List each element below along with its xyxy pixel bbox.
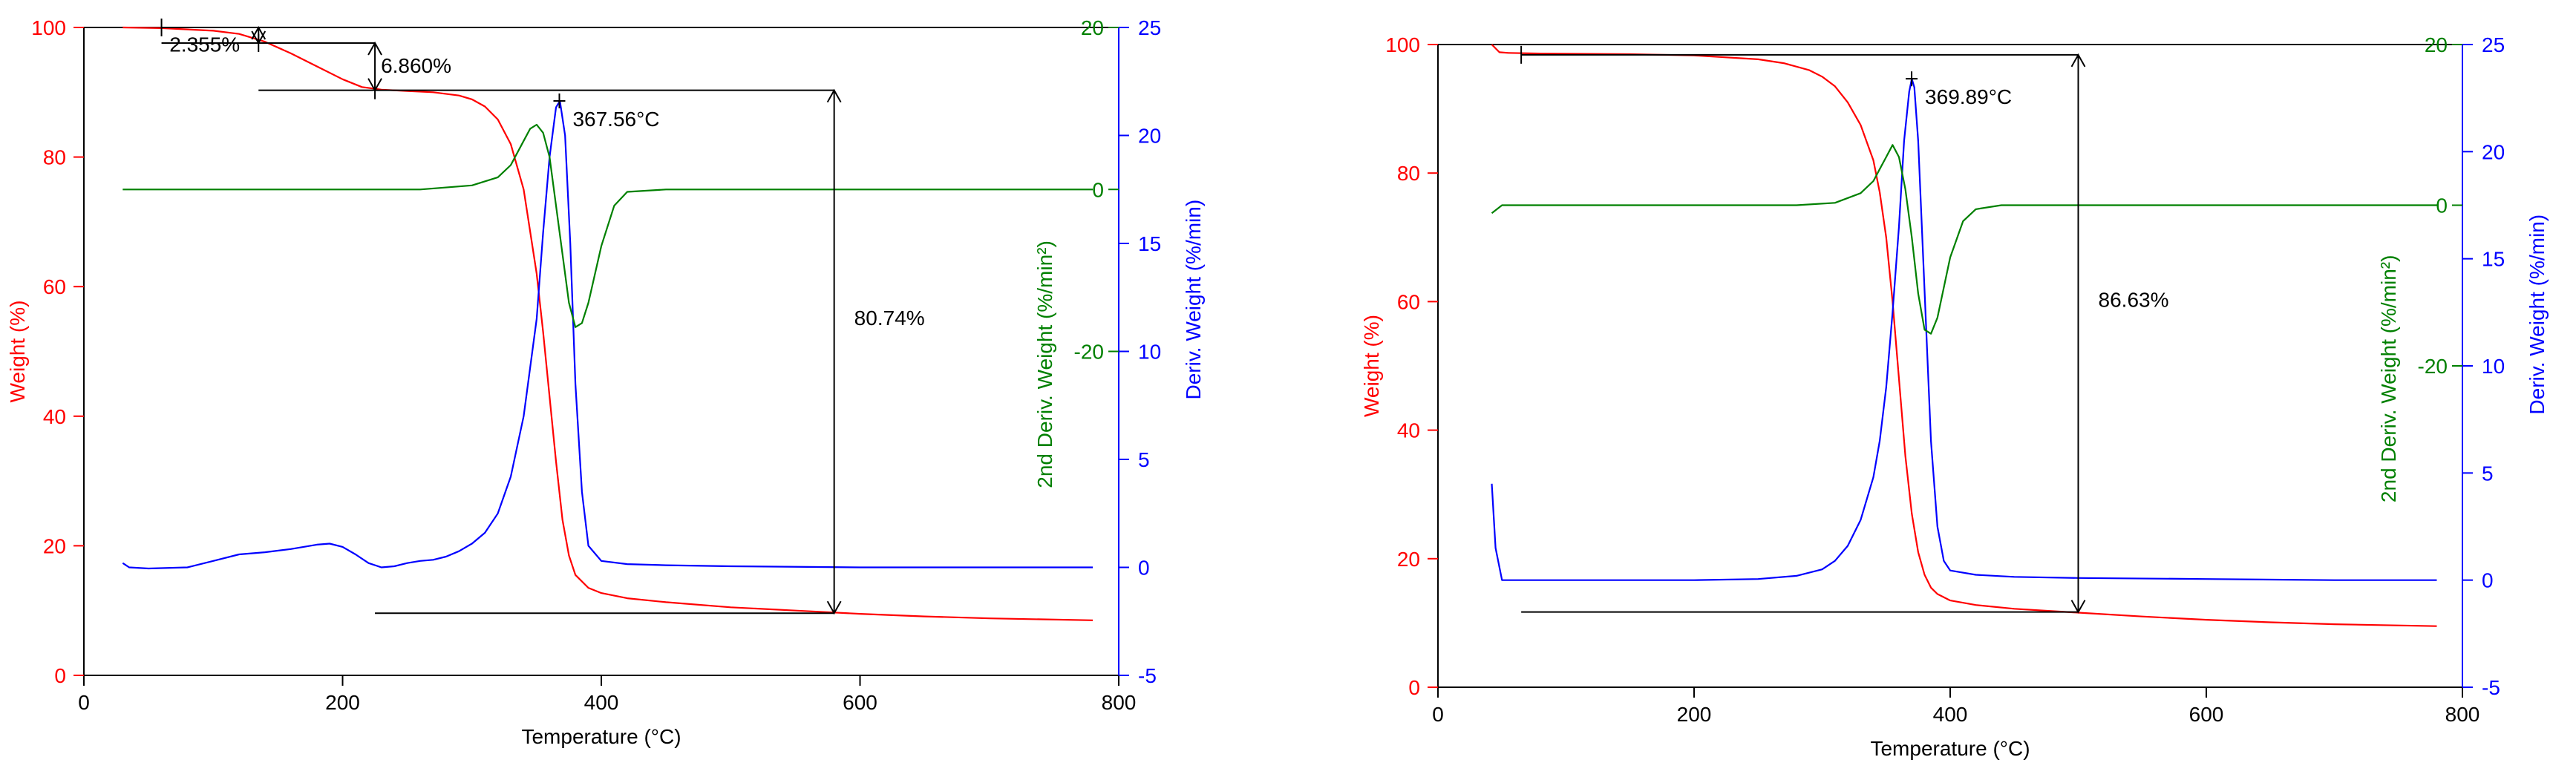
deriv-tick-label: 0	[2482, 569, 2494, 592]
deriv-tick-label: -5	[2482, 676, 2500, 699]
weight-tick-label: 0	[1408, 676, 1420, 699]
step-arrowhead-top	[826, 88, 842, 103]
weight-tick-label: 100	[1385, 33, 1420, 56]
step-label: 6.860%	[381, 54, 451, 77]
step-arrowhead-bottom	[2070, 600, 2086, 614]
weight-tick-label: 80	[1397, 162, 1420, 185]
step-arrowhead-bottom	[826, 600, 842, 615]
deriv-tick-label: 15	[1138, 232, 1161, 255]
peak-label: 367.56°C	[572, 108, 659, 131]
peak-label: 369.89°C	[1925, 85, 2012, 108]
weight-tick-label: 40	[1397, 419, 1420, 442]
step-label: 80.74%	[854, 307, 925, 330]
deriv2-tick-label: -20	[1074, 341, 1104, 364]
deriv-tick-label: 25	[1138, 16, 1161, 39]
deriv-tick-label: 20	[2482, 140, 2505, 163]
deriv2-tick-label: 0	[2436, 194, 2448, 217]
x-tick-label: 400	[1933, 703, 1968, 726]
deriv-tick-label: 25	[2482, 33, 2505, 56]
deriv2-series-line	[122, 123, 1094, 328]
x-axis-title: Temperature (°C)	[521, 725, 681, 748]
deriv-axis-title: Deriv. Weight (%/min)	[2526, 214, 2549, 415]
deriv-tick-label: -5	[1138, 664, 1157, 687]
deriv-tick-label: 10	[2482, 355, 2505, 378]
weight-tick-label: 20	[1397, 548, 1420, 571]
weight-axis-title: Weight (%)	[6, 301, 29, 403]
deriv2-axis-title: 2nd Deriv. Weight (%/min²)	[2377, 255, 2400, 503]
deriv2-tick-label: -20	[2418, 355, 2448, 378]
weight-tick-label: 40	[43, 405, 66, 428]
deriv-tick-label: 15	[2482, 248, 2505, 271]
x-tick-label: 600	[843, 691, 877, 714]
deriv-tick-label: 10	[1138, 341, 1161, 364]
deriv-tick-label: 0	[1138, 557, 1150, 580]
x-tick-label: 800	[1102, 691, 1137, 714]
x-tick-label: 800	[2445, 703, 2480, 726]
deriv-tick-label: 5	[2482, 462, 2494, 485]
deriv-tick-label: 20	[1138, 125, 1161, 148]
weight-axis-title: Weight (%)	[1360, 315, 1383, 417]
weight-tick-label: 60	[1397, 290, 1420, 313]
weight-series-line	[1491, 44, 2437, 627]
deriv2-tick-label: 20	[1081, 16, 1104, 39]
step-label: 2.355%	[169, 33, 240, 56]
deriv-tick-label: 5	[1138, 448, 1150, 471]
x-tick-label: 200	[1677, 703, 1712, 726]
x-tick-label: 600	[2189, 703, 2224, 726]
x-tick-label: 0	[78, 691, 90, 714]
weight-series-line	[122, 26, 1094, 621]
x-tick-label: 400	[584, 691, 619, 714]
deriv-axis-title: Deriv. Weight (%/min)	[1182, 200, 1205, 400]
deriv2-axis-title: 2nd Deriv. Weight (%/min²)	[1033, 240, 1056, 488]
weight-tick-label: 80	[43, 146, 66, 169]
deriv-series-line	[122, 99, 1094, 570]
weight-tick-label: 0	[54, 664, 66, 687]
deriv2-series-line	[1491, 144, 2437, 335]
deriv2-tick-label: 0	[1092, 178, 1104, 201]
weight-tick-label: 20	[43, 534, 66, 557]
step-arrowhead-top	[367, 41, 382, 56]
step-label: 86.63%	[2099, 288, 2169, 311]
x-tick-label: 0	[1432, 703, 1444, 726]
deriv-series-line	[1491, 78, 2437, 581]
x-axis-title: Temperature (°C)	[1870, 737, 2030, 760]
x-tick-label: 200	[325, 691, 360, 714]
weight-tick-label: 100	[31, 16, 66, 39]
deriv2-tick-label: 20	[2425, 33, 2448, 56]
weight-tick-label: 60	[43, 275, 66, 298]
step-arrowhead-top	[2070, 53, 2086, 68]
